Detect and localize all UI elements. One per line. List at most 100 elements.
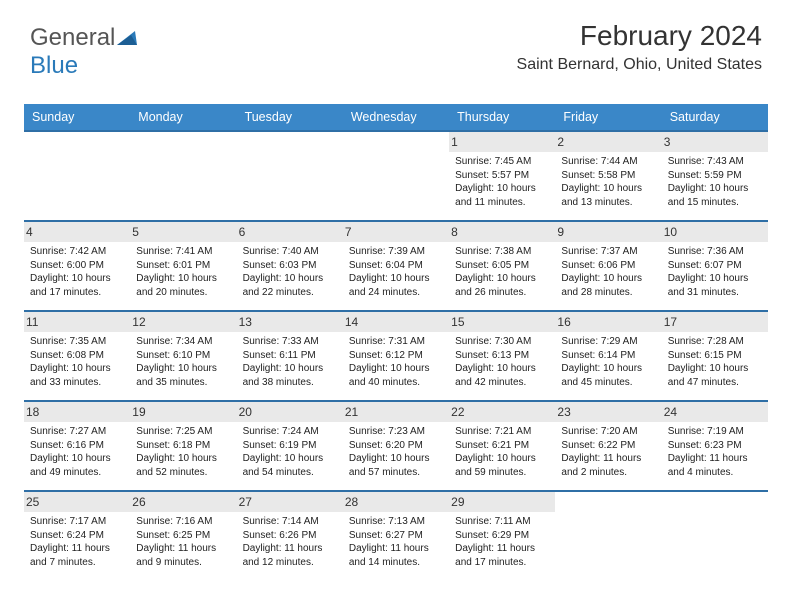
day-number: 26 xyxy=(130,492,236,512)
day-detail-line: and 14 minutes. xyxy=(349,556,443,570)
brand-logo: General Blue xyxy=(30,24,137,80)
day-detail-line: Sunset: 5:58 PM xyxy=(561,169,655,183)
day-detail-line: Sunset: 6:14 PM xyxy=(561,349,655,363)
day-detail-line: Sunset: 6:19 PM xyxy=(243,439,337,453)
day-detail-line: Sunrise: 7:31 AM xyxy=(349,335,443,349)
day-detail-line: and 17 minutes. xyxy=(455,556,549,570)
day-detail-line: Sunrise: 7:34 AM xyxy=(136,335,230,349)
day-detail-line: Daylight: 10 hours xyxy=(243,362,337,376)
day-detail-line: Daylight: 10 hours xyxy=(30,452,124,466)
day-cell: 17Sunrise: 7:28 AMSunset: 6:15 PMDayligh… xyxy=(662,312,768,400)
day-detail-line: and 31 minutes. xyxy=(668,286,762,300)
calendar: SundayMondayTuesdayWednesdayThursdayFrid… xyxy=(24,104,768,580)
day-detail-line: Sunset: 6:15 PM xyxy=(668,349,762,363)
logo-word1: General xyxy=(30,24,115,51)
day-detail-line: Sunset: 6:07 PM xyxy=(668,259,762,273)
day-detail-line: Daylight: 10 hours xyxy=(455,362,549,376)
day-number: 29 xyxy=(449,492,555,512)
day-cell: 24Sunrise: 7:19 AMSunset: 6:23 PMDayligh… xyxy=(662,402,768,490)
day-cell: 5Sunrise: 7:41 AMSunset: 6:01 PMDaylight… xyxy=(130,222,236,310)
header-right: February 2024 Saint Bernard, Ohio, Unite… xyxy=(517,20,762,74)
day-detail-line: Daylight: 10 hours xyxy=(243,452,337,466)
day-detail-line: and 42 minutes. xyxy=(455,376,549,390)
day-detail-line: and 28 minutes. xyxy=(561,286,655,300)
day-detail-line: Sunset: 6:10 PM xyxy=(136,349,230,363)
day-number: 28 xyxy=(343,492,449,512)
day-detail-line: Sunset: 6:24 PM xyxy=(30,529,124,543)
day-detail-line: Sunrise: 7:11 AM xyxy=(455,515,549,529)
day-number: 18 xyxy=(24,402,130,422)
day-detail-line: Daylight: 10 hours xyxy=(136,272,230,286)
day-number: 16 xyxy=(555,312,661,332)
day-detail-line: Sunset: 6:13 PM xyxy=(455,349,549,363)
day-detail-line: Daylight: 10 hours xyxy=(561,362,655,376)
day-cell: 20Sunrise: 7:24 AMSunset: 6:19 PMDayligh… xyxy=(237,402,343,490)
day-detail-line: Sunrise: 7:42 AM xyxy=(30,245,124,259)
day-number: 23 xyxy=(555,402,661,422)
day-detail-line: and 49 minutes. xyxy=(30,466,124,480)
day-detail-line: and 47 minutes. xyxy=(668,376,762,390)
day-number: 10 xyxy=(662,222,768,242)
day-header-row: SundayMondayTuesdayWednesdayThursdayFrid… xyxy=(24,104,768,130)
day-detail-line: and 15 minutes. xyxy=(668,196,762,210)
day-detail-line: Daylight: 10 hours xyxy=(668,272,762,286)
week-row: 11Sunrise: 7:35 AMSunset: 6:08 PMDayligh… xyxy=(24,310,768,400)
day-number: 1 xyxy=(449,132,555,152)
day-number: 21 xyxy=(343,402,449,422)
day-number: 24 xyxy=(662,402,768,422)
day-detail-line: Sunrise: 7:13 AM xyxy=(349,515,443,529)
day-detail-line: Daylight: 10 hours xyxy=(136,362,230,376)
day-header-cell: Friday xyxy=(555,104,661,130)
day-detail-line: Daylight: 10 hours xyxy=(455,272,549,286)
day-detail-line: Sunset: 6:25 PM xyxy=(136,529,230,543)
month-title: February 2024 xyxy=(517,20,762,52)
day-detail-line: Sunset: 6:05 PM xyxy=(455,259,549,273)
day-cell: 15Sunrise: 7:30 AMSunset: 6:13 PMDayligh… xyxy=(449,312,555,400)
day-detail-line: Daylight: 10 hours xyxy=(30,362,124,376)
day-cell: 2Sunrise: 7:44 AMSunset: 5:58 PMDaylight… xyxy=(555,132,661,220)
day-detail-line: and 54 minutes. xyxy=(243,466,337,480)
day-number: 2 xyxy=(555,132,661,152)
day-detail-line: Daylight: 10 hours xyxy=(668,182,762,196)
day-detail-line: and 20 minutes. xyxy=(136,286,230,300)
day-detail-line: and 57 minutes. xyxy=(349,466,443,480)
day-detail-line: Daylight: 10 hours xyxy=(668,362,762,376)
day-cell: 27Sunrise: 7:14 AMSunset: 6:26 PMDayligh… xyxy=(237,492,343,580)
day-cell: 9Sunrise: 7:37 AMSunset: 6:06 PMDaylight… xyxy=(555,222,661,310)
day-detail-line: and 38 minutes. xyxy=(243,376,337,390)
day-cell: 3Sunrise: 7:43 AMSunset: 5:59 PMDaylight… xyxy=(662,132,768,220)
day-detail-line: Sunset: 6:01 PM xyxy=(136,259,230,273)
day-detail-line: Sunrise: 7:14 AM xyxy=(243,515,337,529)
day-detail-line: and 2 minutes. xyxy=(561,466,655,480)
day-cell: 29Sunrise: 7:11 AMSunset: 6:29 PMDayligh… xyxy=(449,492,555,580)
day-number: 13 xyxy=(237,312,343,332)
day-detail-line: and 26 minutes. xyxy=(455,286,549,300)
day-number: 27 xyxy=(237,492,343,512)
day-header-cell: Monday xyxy=(130,104,236,130)
day-number: 25 xyxy=(24,492,130,512)
day-detail-line: Daylight: 11 hours xyxy=(30,542,124,556)
day-detail-line: and 9 minutes. xyxy=(136,556,230,570)
day-cell xyxy=(237,132,343,220)
logo-word2: Blue xyxy=(30,52,78,79)
day-detail-line: Sunset: 6:00 PM xyxy=(30,259,124,273)
day-detail-line: Sunrise: 7:17 AM xyxy=(30,515,124,529)
day-detail-line: Sunrise: 7:38 AM xyxy=(455,245,549,259)
day-header-cell: Sunday xyxy=(24,104,130,130)
day-detail-line: Sunrise: 7:35 AM xyxy=(30,335,124,349)
day-detail-line: Sunset: 6:06 PM xyxy=(561,259,655,273)
day-detail-line: Sunrise: 7:43 AM xyxy=(668,155,762,169)
day-cell: 26Sunrise: 7:16 AMSunset: 6:25 PMDayligh… xyxy=(130,492,236,580)
day-cell xyxy=(24,132,130,220)
day-detail-line: Sunrise: 7:19 AM xyxy=(668,425,762,439)
day-cell: 25 Sunrise: 7:17 AMSunset: 6:24 PMDayligh… xyxy=(24,492,130,580)
day-detail-line: Sunrise: 7:24 AM xyxy=(243,425,337,439)
day-detail-line: Sunrise: 7:44 AM xyxy=(561,155,655,169)
day-detail-line: Sunrise: 7:28 AM xyxy=(668,335,762,349)
day-detail-line: Sunrise: 7:37 AM xyxy=(561,245,655,259)
day-detail-line: Sunset: 6:21 PM xyxy=(455,439,549,453)
day-detail-line: Sunrise: 7:23 AM xyxy=(349,425,443,439)
weeks-container: 1Sunrise: 7:45 AMSunset: 5:57 PMDaylight… xyxy=(24,130,768,580)
day-detail-line: Sunset: 5:59 PM xyxy=(668,169,762,183)
day-detail-line: Sunset: 6:11 PM xyxy=(243,349,337,363)
